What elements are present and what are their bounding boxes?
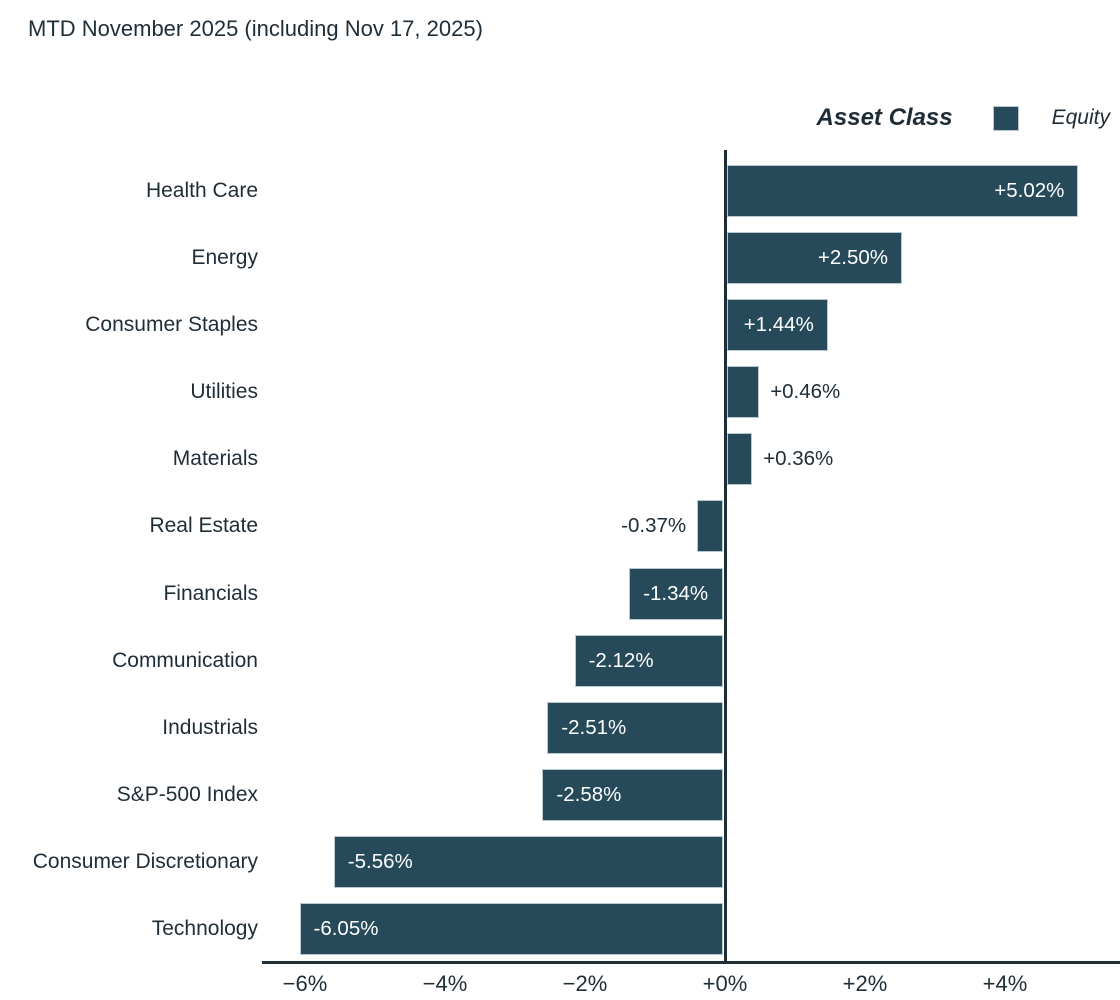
category-label: Consumer Discretionary	[32, 850, 258, 874]
bar-utilities	[727, 366, 760, 419]
category-label: S&P-500 Index	[116, 783, 258, 807]
value-label: +0.46%	[770, 380, 841, 404]
value-label: -2.51%	[561, 715, 627, 739]
value-label: +5.02%	[994, 178, 1065, 202]
category-label: Real Estate	[149, 514, 258, 538]
bar-energy	[727, 231, 902, 284]
bar-materials	[727, 433, 753, 486]
bar-health-care	[727, 164, 1079, 217]
category-label: Materials	[172, 447, 258, 471]
bar-communication	[574, 634, 723, 687]
value-label: -2.12%	[588, 648, 654, 672]
x-axis-line	[262, 961, 1120, 964]
zero-axis-line	[724, 150, 727, 964]
value-label: -5.56%	[347, 850, 413, 874]
value-label: -2.58%	[556, 783, 622, 807]
category-label: Financials	[163, 581, 258, 605]
category-label: Health Care	[145, 178, 258, 202]
x-tick-label: −6%	[282, 971, 328, 996]
bar-s-p-500-index	[542, 769, 723, 822]
value-label: +0.36%	[763, 447, 834, 471]
bar-financials	[629, 567, 723, 620]
x-tick-label: +2%	[842, 971, 888, 996]
value-label: +2.50%	[817, 245, 888, 269]
x-tick-label: −2%	[562, 971, 608, 996]
bar-real-estate	[697, 500, 723, 553]
legend-title: Asset Class	[816, 104, 953, 131]
bar-consumer-staples	[727, 298, 828, 351]
legend-key-swatch	[992, 105, 1019, 131]
value-label: -1.34%	[643, 581, 709, 605]
category-label: Communication	[112, 648, 258, 672]
bar-industrials	[547, 701, 723, 754]
category-label: Industrials	[162, 715, 258, 739]
x-tick-label: +4%	[982, 971, 1028, 996]
category-label: Energy	[191, 245, 258, 269]
value-label: +1.44%	[743, 312, 814, 336]
category-label: Technology	[151, 917, 258, 941]
legend: Asset Class Equity	[817, 103, 1110, 133]
x-tick-label: +0%	[702, 971, 748, 996]
category-label: Consumer Staples	[85, 312, 258, 336]
value-label: -0.37%	[621, 514, 687, 538]
category-label: Utilities	[190, 380, 258, 404]
chart-title: MTD November 2025 (including Nov 17, 202…	[28, 16, 483, 41]
bar-consumer-discretionary	[333, 836, 723, 889]
value-label: -6.05%	[313, 917, 379, 941]
bar-technology	[299, 903, 723, 956]
x-tick-label: −4%	[422, 971, 468, 996]
legend-entry-label: Equity	[1051, 106, 1110, 129]
